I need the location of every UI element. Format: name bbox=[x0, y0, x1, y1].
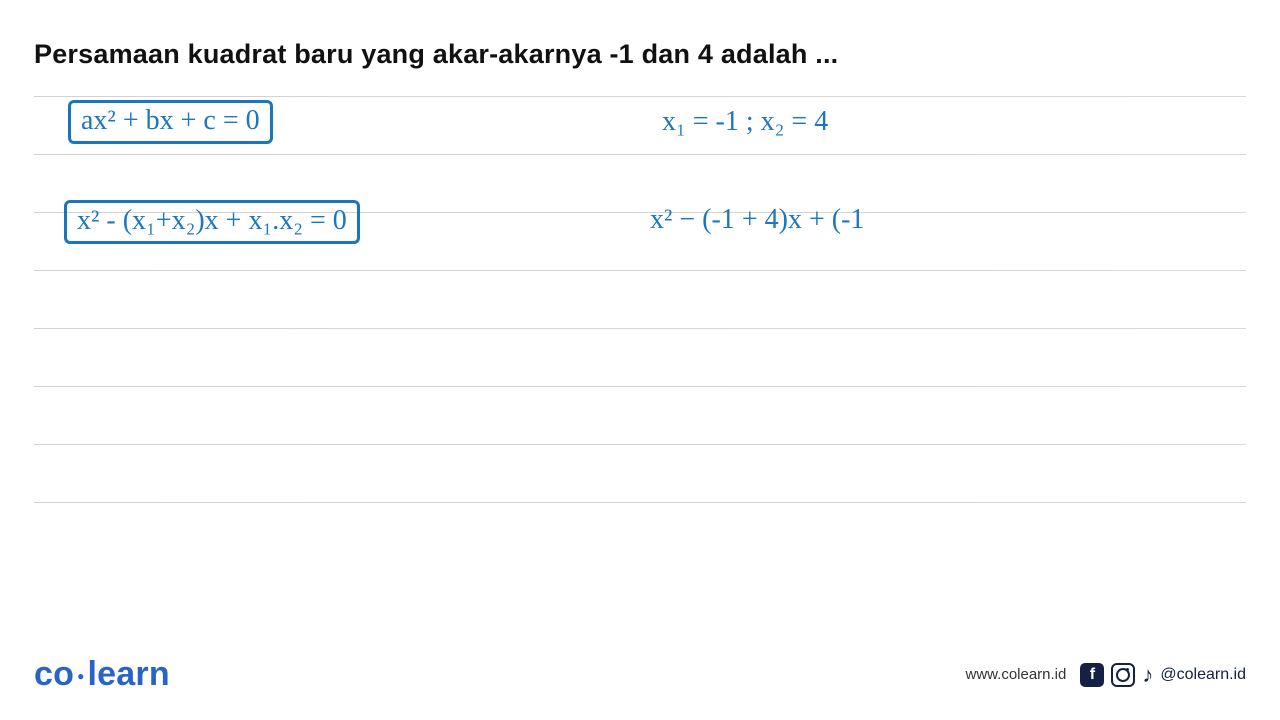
instagram-icon[interactable] bbox=[1111, 663, 1135, 687]
ruled-paper: ax² + bx + c = 0 x₁ = -1 ; x₂ = 4 x² - (… bbox=[34, 126, 1246, 556]
social-icons: f ♪ @colearn.id bbox=[1080, 662, 1246, 688]
facebook-icon[interactable]: f bbox=[1080, 663, 1104, 687]
page: Persamaan kuadrat baru yang akar-akarnya… bbox=[0, 0, 1280, 720]
footer-right: www.colearn.id f ♪ @colearn.id bbox=[965, 662, 1246, 688]
ruled-line bbox=[34, 444, 1246, 445]
logo-dot: ● bbox=[77, 669, 84, 683]
handwritten-equation-4: x² − (-1 + 4)x + (-1 bbox=[650, 204, 864, 236]
handwritten-equation-2: x₁ = -1 ; x₂ = 4 bbox=[662, 106, 828, 138]
footer-url: www.colearn.id bbox=[965, 666, 1066, 683]
ruled-line bbox=[34, 96, 1246, 97]
ruled-line bbox=[34, 386, 1246, 387]
social-handle: @colearn.id bbox=[1160, 666, 1246, 684]
handwritten-equation-3: x² - (x₁+x₂)x + x₁.x₂ = 0 bbox=[64, 200, 360, 244]
logo-co: co bbox=[34, 655, 74, 693]
footer: co● learn www.colearn.id f ♪ @colearn.id bbox=[34, 655, 1246, 694]
problem-title: Persamaan kuadrat baru yang akar-akarnya… bbox=[34, 38, 1246, 70]
brand-logo: co● learn bbox=[34, 655, 170, 694]
ruled-line bbox=[34, 270, 1246, 271]
facebook-glyph: f bbox=[1090, 666, 1095, 684]
handwritten-equation-1: ax² + bx + c = 0 bbox=[68, 100, 273, 144]
logo-learn: learn bbox=[88, 655, 170, 693]
ruled-line bbox=[34, 502, 1246, 503]
ruled-line bbox=[34, 328, 1246, 329]
ruled-line bbox=[34, 154, 1246, 155]
tiktok-icon[interactable]: ♪ bbox=[1142, 662, 1153, 688]
